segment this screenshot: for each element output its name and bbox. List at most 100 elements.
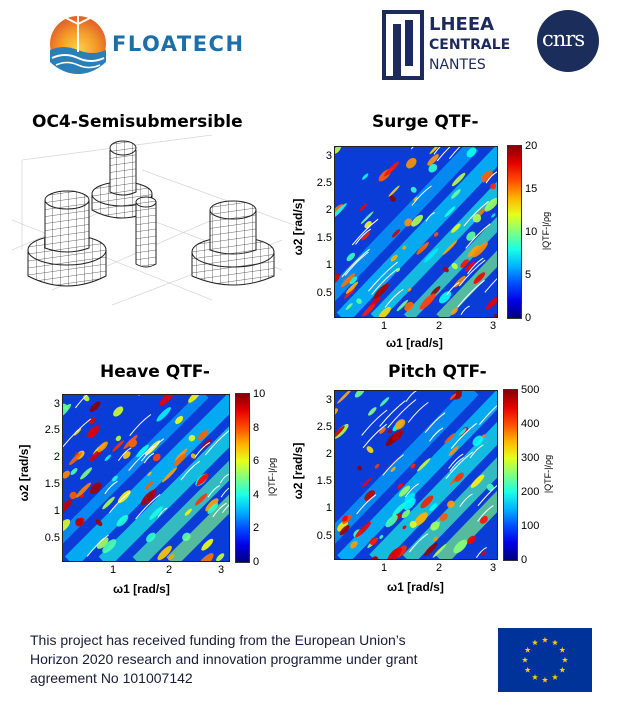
column-back: [91, 140, 153, 219]
pitch-cbtick-400: 400: [521, 418, 540, 430]
pitch-ytick-2.5: 2.5: [316, 421, 332, 433]
cnrs-logo: cnrs: [537, 10, 599, 72]
heave-ytick-1: 1: [53, 505, 60, 517]
pitch-title: Pitch QTF-: [388, 362, 487, 382]
surge-colorbar: [507, 145, 522, 319]
surge-xlabel: ω1 [rad/s]: [386, 336, 443, 350]
heave-cbtick-4: 4: [253, 489, 260, 501]
heave-cbtick-6: 6: [253, 455, 260, 467]
heave-ytick-1.5: 1.5: [44, 478, 60, 490]
eu-star: [524, 666, 531, 673]
heave-colorbar-ticks: 10 8 6 4 2 0: [253, 388, 277, 568]
eu-star: [541, 636, 549, 643]
heave-ytick-0.5: 0.5: [44, 532, 60, 544]
surge-ytick-2: 2: [325, 204, 332, 216]
heave-colorbar: [235, 393, 250, 563]
heave-cbtick-2: 2: [253, 522, 260, 534]
heave-xlabel: ω1 [rad/s]: [113, 582, 170, 596]
pitch-ytick-0.5: 0.5: [316, 530, 332, 542]
pitch-yticks: 3 2.5 2 1.5 1 0.5: [316, 390, 334, 560]
floatech-logo: FLOATECH: [48, 10, 248, 78]
surge-colorbar-ticks: 20 15 10 5 0: [525, 140, 549, 324]
pitch-xlabel: ω1 [rad/s]: [387, 580, 444, 594]
pitch-ytick-1: 1: [325, 502, 332, 514]
pitch-colorbar: [503, 389, 518, 561]
surge-xtick-2: 2: [436, 320, 443, 332]
eu-star: [551, 639, 559, 646]
heave-colorbar-label: |QTF-|/ρg: [267, 457, 277, 497]
pitch-ytick-2: 2: [325, 448, 332, 460]
surge-xtick-3: 3: [490, 320, 497, 332]
pitch-cbtick-0: 0: [521, 554, 528, 566]
surge-yticks: 3 2.5 2 1.5 1 0.5: [316, 146, 334, 318]
surge-chart: 3 2.5 2 1.5 1 0.5 ω2 [rad/s] 1 2 3 ω1 [r…: [290, 140, 590, 355]
lheea-logo: LHEEA CENTRALE NANTES: [382, 10, 522, 82]
pitch-cbtick-300: 300: [521, 452, 540, 464]
heave-ytick-3: 3: [53, 398, 60, 410]
column-right: [191, 200, 275, 286]
lheea-line2: CENTRALE: [429, 37, 511, 53]
pitch-cbtick-500: 500: [521, 384, 540, 396]
surge-ytick-0.5: 0.5: [316, 287, 332, 299]
pitch-chart: 3 2.5 2 1.5 1 0.5 ω2 [rad/s] 1 2 3 ω1 [r…: [290, 384, 600, 599]
pitch-xtick-1: 1: [381, 562, 388, 574]
eu-star: [541, 676, 549, 683]
heave-cbtick-0: 0: [253, 556, 260, 568]
eu-star: [524, 646, 531, 653]
eu-star: [551, 674, 559, 680]
surge-ytick-1.5: 1.5: [316, 232, 332, 244]
surge-ytick-1: 1: [325, 259, 332, 271]
heave-title: Heave QTF-: [100, 362, 210, 382]
floatech-wordmark: FLOATECH: [112, 32, 245, 56]
heave-xtick-1: 1: [110, 564, 117, 576]
floatech-emblem-icon: [50, 12, 106, 74]
heave-heatmap: [62, 394, 230, 562]
heave-xtick-3: 3: [218, 564, 225, 576]
surge-cbtick-15: 15: [525, 183, 538, 195]
lheea-line1: LHEEA: [429, 14, 495, 35]
pitch-ylabel: ω2 [rad/s]: [291, 442, 305, 500]
funding-line-1: This project has received funding from t…: [30, 632, 406, 648]
semisub-model-illustration: [12, 134, 294, 306]
pitch-ytick-1.5: 1.5: [316, 475, 332, 487]
funding-line-3: agreement No 101007142: [30, 670, 193, 686]
surge-ytick-3: 3: [325, 150, 332, 162]
heave-ytick-2: 2: [53, 451, 60, 463]
heave-cbtick-8: 8: [253, 422, 260, 434]
surge-heatmap: [334, 146, 498, 318]
column-left: [27, 190, 107, 287]
cnrs-wordmark: cnrs: [542, 27, 585, 51]
heave-xtick-2: 2: [166, 564, 173, 576]
heave-ylabel: ω2 [rad/s]: [17, 444, 31, 502]
lheea-line3: NANTES: [429, 57, 486, 73]
funding-statement: This project has received funding from t…: [30, 631, 490, 688]
pitch-colorbar-label: |QTF-|/ρg: [543, 454, 553, 494]
surge-cbtick-20: 20: [525, 140, 538, 152]
heave-cbtick-10: 10: [253, 388, 266, 400]
pitch-cbtick-100: 100: [521, 520, 540, 532]
pitch-xtick-3: 3: [490, 562, 497, 574]
surge-cbtick-5: 5: [525, 269, 532, 281]
eu-star: [559, 666, 566, 673]
eu-star: [531, 639, 539, 646]
surge-ylabel: ω2 [rad/s]: [291, 198, 305, 256]
eu-flag-icon: [498, 628, 592, 692]
column-center: [135, 196, 157, 268]
surge-title: Surge QTF-: [372, 112, 479, 132]
eu-star: [531, 674, 539, 680]
pitch-ytick-3: 3: [325, 394, 332, 406]
eu-star: [561, 656, 569, 663]
eu-star: [521, 656, 529, 663]
lheea-emblem-icon: [382, 10, 424, 80]
heave-ytick-2.5: 2.5: [44, 424, 60, 436]
pitch-heatmap: [334, 390, 498, 560]
surge-ytick-2.5: 2.5: [316, 177, 332, 189]
heave-chart: 3 2.5 2 1.5 1 0.5 ω2 [rad/s] 1 2 3 ω1 [r…: [17, 388, 308, 603]
pitch-colorbar-ticks: 500 400 300 200 100 0: [521, 384, 549, 566]
model-title: OC4-Semisubmersible: [32, 112, 243, 132]
pitch-cbtick-200: 200: [521, 486, 540, 498]
heave-yticks: 3 2.5 2 1.5 1 0.5: [44, 394, 62, 562]
surge-colorbar-label: |QTF-|/ρg: [541, 211, 551, 251]
surge-xtick-1: 1: [381, 320, 388, 332]
surge-cbtick-0: 0: [525, 312, 532, 324]
